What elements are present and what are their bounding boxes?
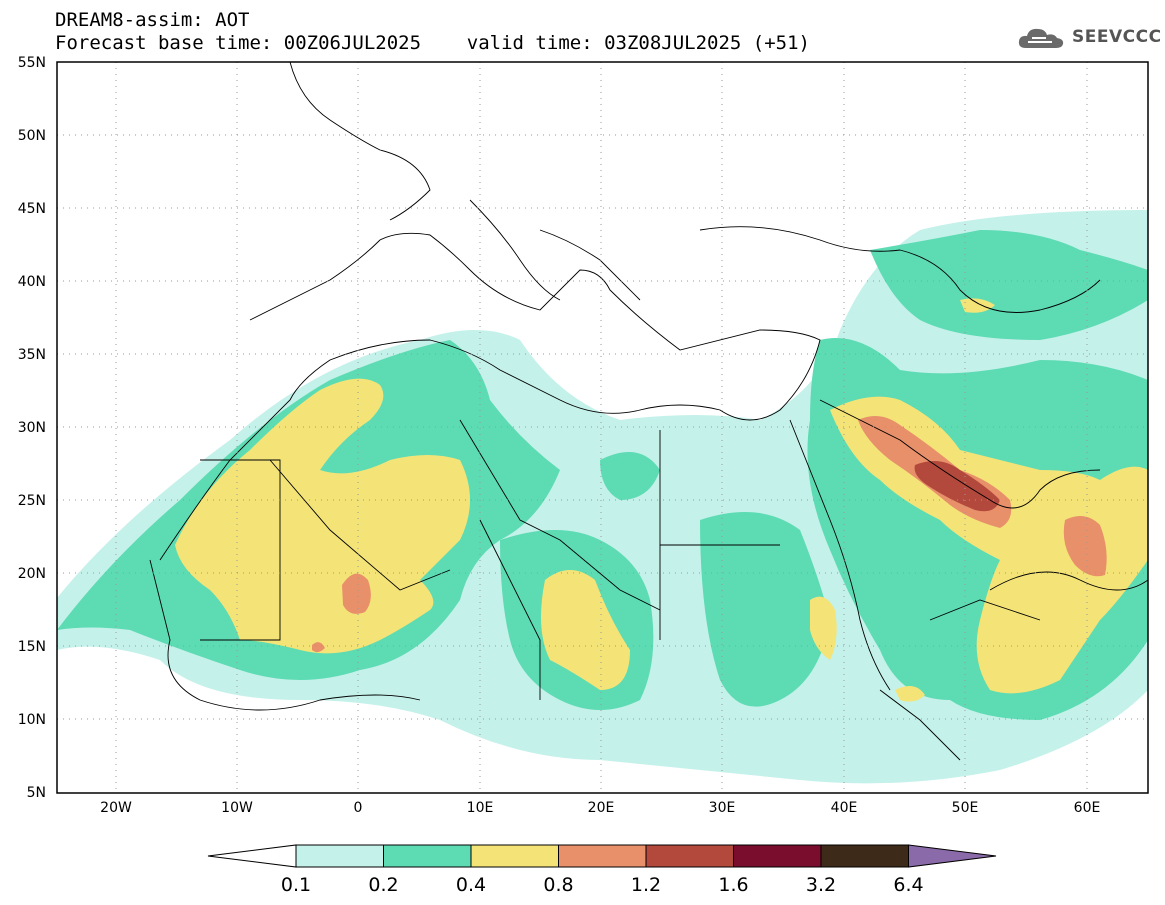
- lon-label: 10W: [221, 800, 253, 816]
- lon-label: 50E: [952, 800, 979, 816]
- lon-label: 10E: [467, 800, 494, 816]
- map-title: DREAM8-assim: AOT: [55, 9, 250, 31]
- colorbar-label: 0.8: [543, 874, 573, 896]
- aot-band-1-2: [914, 461, 1000, 512]
- forecast-time-subtitle: Forecast base time: 00Z06JUL2025 valid t…: [55, 32, 810, 54]
- lat-label: 50N: [18, 128, 46, 144]
- lat-label: 35N: [18, 347, 46, 363]
- lat-label: 20N: [18, 566, 46, 582]
- lat-label: 40N: [18, 274, 46, 290]
- seevccc-logo: SEEVCCC: [1016, 24, 1162, 50]
- lon-label: 40E: [831, 800, 858, 816]
- coastlines: [149, 62, 1148, 761]
- lat-label: 15N: [18, 639, 46, 655]
- lon-label: 0: [354, 800, 363, 816]
- colorbar-segment: [820, 844, 909, 868]
- colorbar-label: 1.6: [718, 874, 748, 896]
- map-frame: [56, 61, 1149, 794]
- colorbar: [207, 844, 997, 868]
- colorbar-segment: [733, 844, 822, 868]
- lat-label: 45N: [18, 201, 46, 217]
- lat-label: 10N: [18, 712, 46, 728]
- colorbar-label: 6.4: [893, 874, 923, 896]
- colorbar-segment: [383, 844, 472, 868]
- colorbar-low-arrow: [207, 844, 297, 868]
- colorbar-label: 0.2: [368, 874, 398, 896]
- colorbar-segment: [558, 844, 647, 868]
- colorbar-label: 0.4: [456, 874, 486, 896]
- colorbar-segment: [645, 844, 734, 868]
- colorbar-high-arrow: [908, 844, 997, 868]
- lon-label: 30E: [709, 800, 736, 816]
- longitude-labels: 20W 10W 0 10E 20E 30E 40E 50E 60E: [100, 800, 1100, 816]
- lat-label: 30N: [18, 420, 46, 436]
- lon-label: 20W: [100, 800, 132, 816]
- colorbar-label: 3.2: [806, 874, 836, 896]
- colorbar-segment: [470, 844, 559, 868]
- colorbar-label: 1.2: [631, 874, 661, 896]
- colorbar-label: 0.1: [281, 874, 311, 896]
- latitude-labels: 55N 50N 45N 40N 35N 30N 25N 20N 15N 10N …: [18, 55, 46, 801]
- cloud-icon: [1018, 28, 1064, 48]
- colorbar-labels: 0.1 0.2 0.4 0.8 1.2 1.6 3.2 6.4: [281, 874, 924, 896]
- lat-label: 25N: [18, 493, 46, 509]
- lat-label: 55N: [18, 55, 46, 71]
- lon-label: 20E: [588, 800, 615, 816]
- lat-label: 5N: [27, 785, 46, 801]
- colorbar-segment: [295, 844, 384, 868]
- lon-label: 60E: [1074, 800, 1101, 816]
- aot-field: [57, 210, 1148, 784]
- logo-text: SEEVCCC: [1072, 27, 1162, 47]
